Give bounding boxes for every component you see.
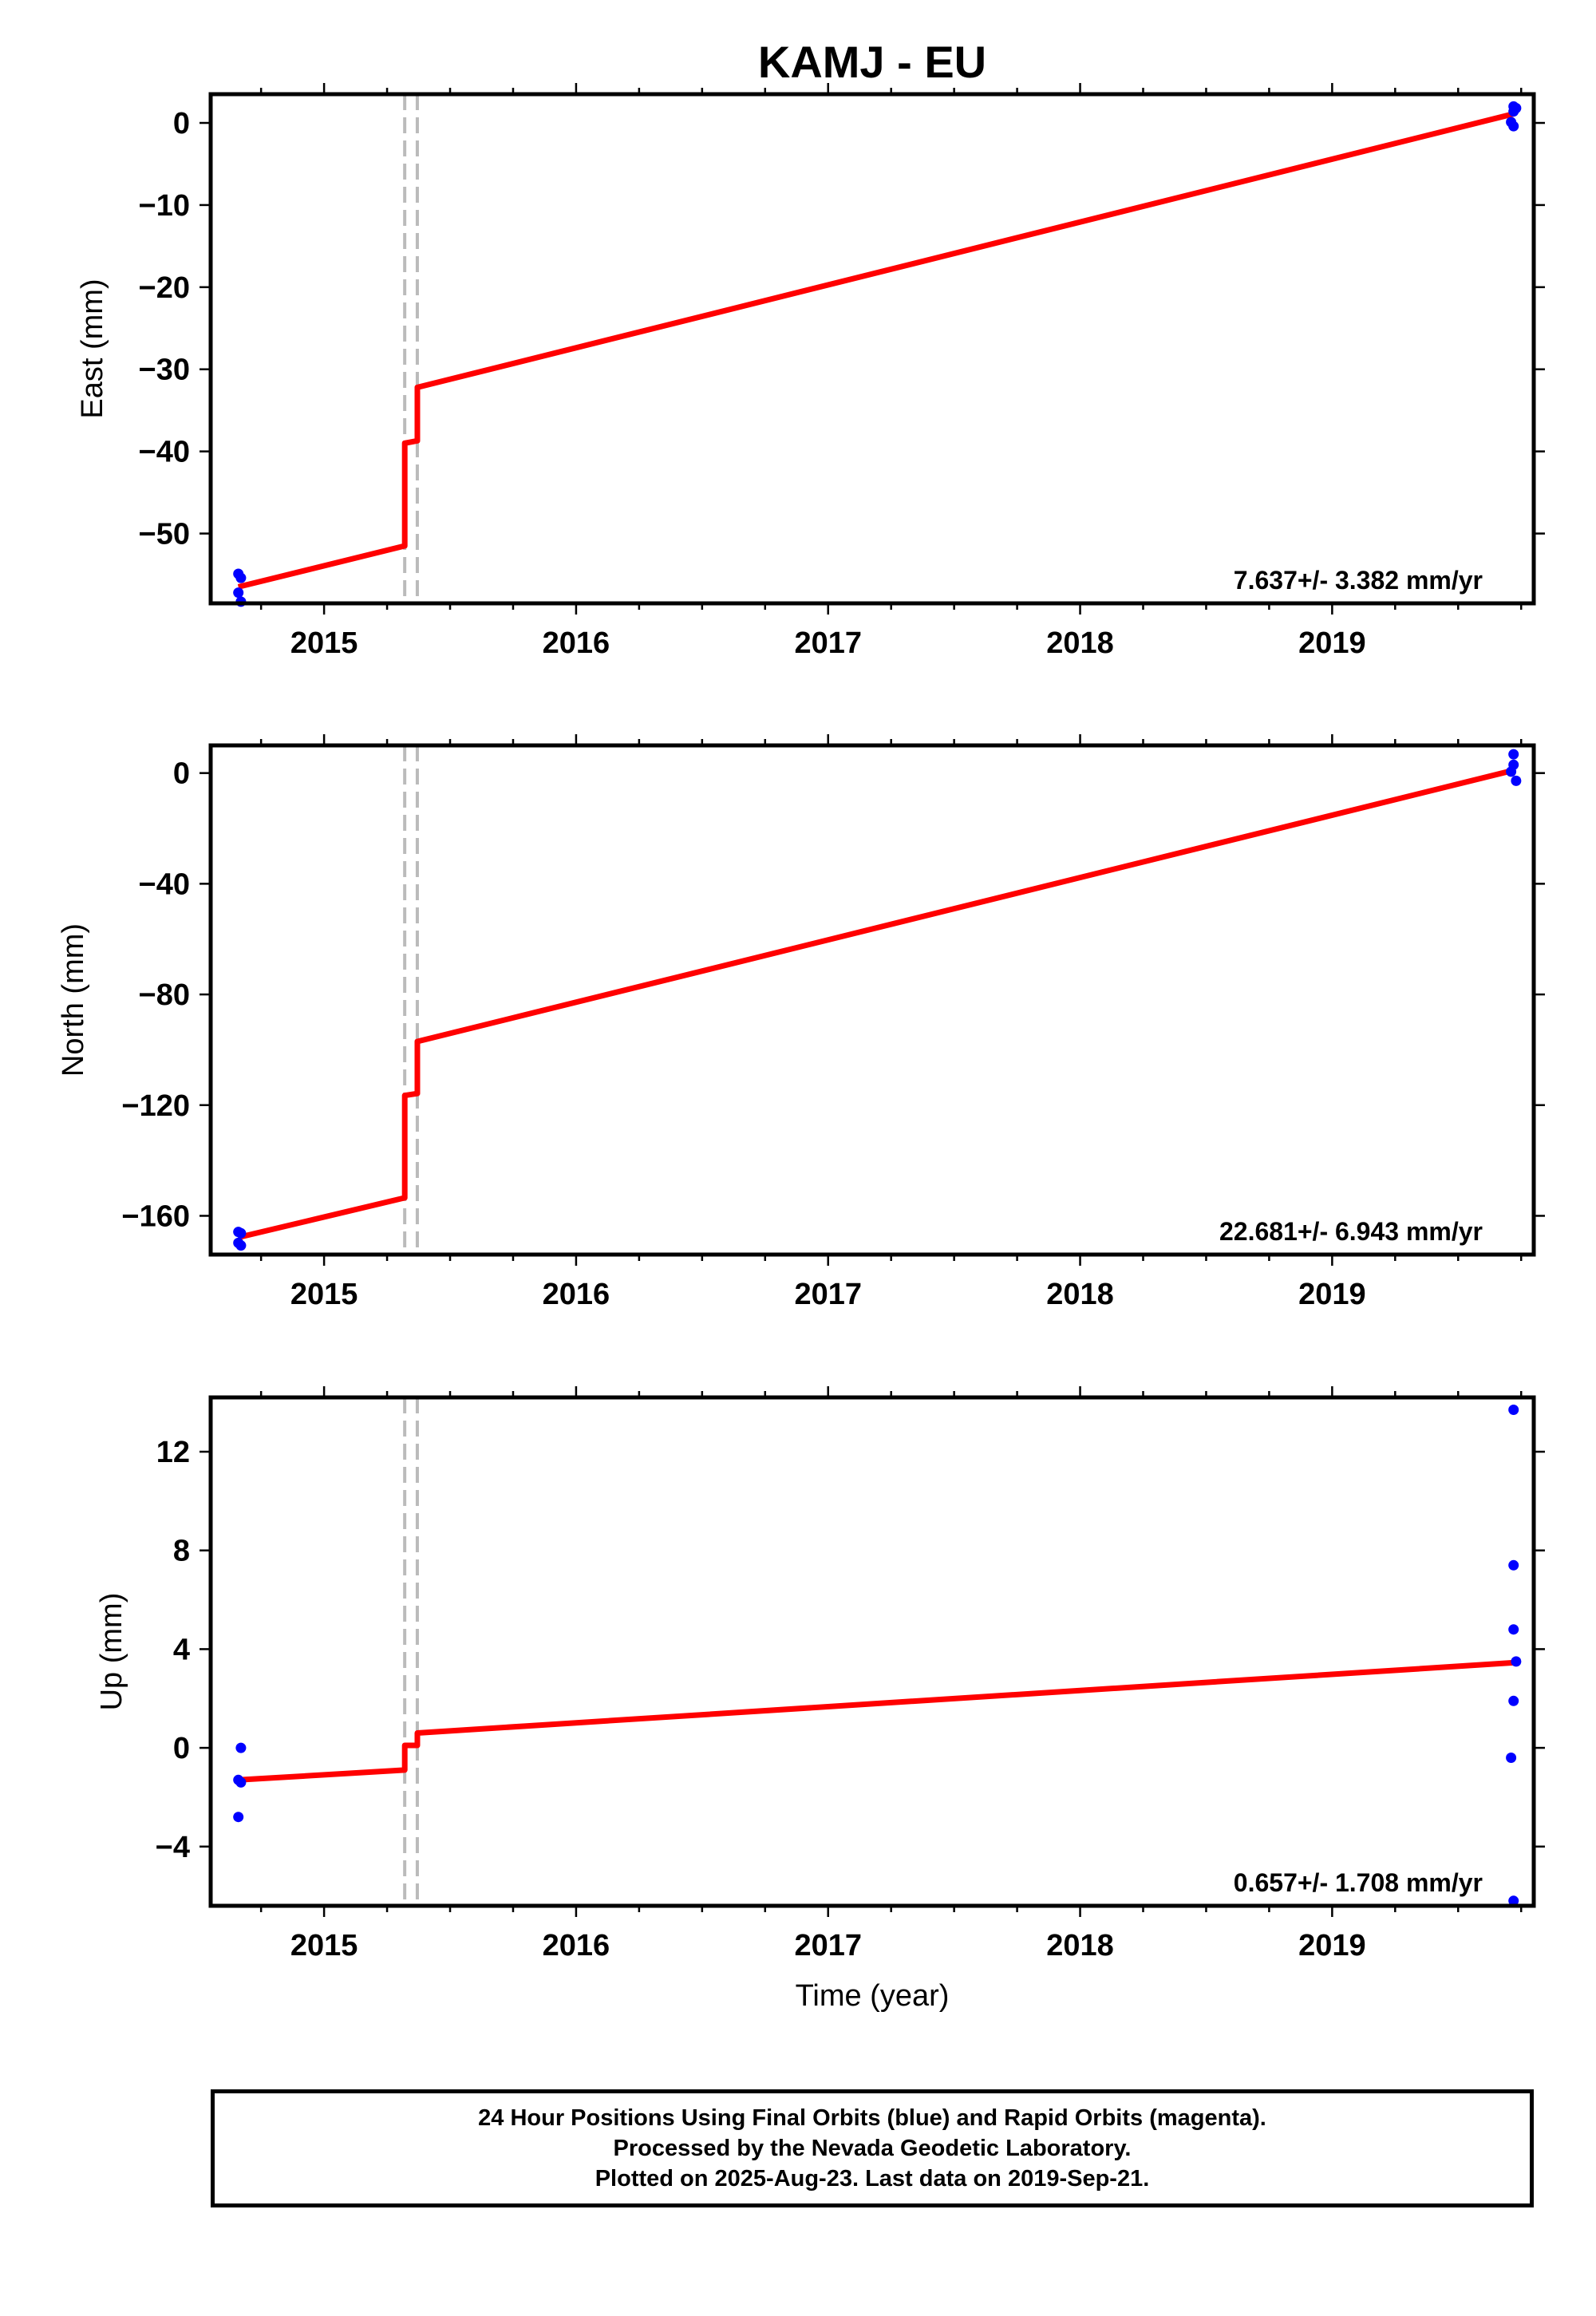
north-y-tick-label: −160 — [121, 1199, 190, 1233]
north-data-point — [235, 1227, 247, 1239]
north-plot-frame — [208, 743, 1536, 1257]
up-y-axis-label: Up (mm) — [95, 1593, 128, 1711]
north-y-tick-label: −40 — [139, 868, 190, 901]
figure-title: KAMJ - EU — [758, 37, 986, 87]
east-x-tick-label: 2016 — [543, 626, 610, 660]
east-y-tick-label: −20 — [139, 271, 190, 305]
footer-line-processed: Processed by the Nevada Geodetic Laborat… — [613, 2136, 1132, 2161]
north-data-point — [1511, 775, 1522, 786]
up-x-tick-label: 2016 — [543, 1929, 610, 1962]
north-panel: 2015 2016 2017 2018 2019 0 −40 −80 −120 −160 North… — [57, 734, 1545, 1311]
east-y-tick-label: −10 — [139, 189, 190, 223]
up-x-tick-label: 2018 — [1046, 1929, 1114, 1962]
north-y-tick-label: −120 — [121, 1089, 190, 1123]
up-data-point — [235, 1742, 247, 1753]
north-data-point — [1508, 749, 1519, 760]
up-plot-frame — [208, 1395, 1536, 1908]
up-model-line — [238, 1659, 1514, 1783]
north-data-point — [1506, 766, 1517, 777]
east-x-tick-label: 2017 — [794, 626, 862, 660]
up-y-tick-label: 0 — [173, 1732, 190, 1765]
east-plot-frame — [208, 92, 1536, 606]
up-data-point — [1506, 1753, 1517, 1763]
north-y-axis-label: North (mm) — [57, 923, 90, 1077]
footer-line-plotted: Plotted on 2025-Aug-23. Last data on 201… — [595, 2166, 1150, 2192]
east-y-tick-label: −40 — [139, 436, 190, 469]
east-x-tick-label: 2019 — [1298, 626, 1366, 660]
east-data-point — [1508, 121, 1519, 132]
east-y-tick-label: 0 — [173, 107, 190, 140]
up-data-point — [233, 1812, 244, 1823]
up-y-tick-label: −4 — [156, 1831, 190, 1864]
east-data-point — [233, 587, 244, 599]
up-data-point — [1508, 1559, 1519, 1571]
east-y-tick-label: −30 — [139, 354, 190, 387]
up-data-point — [1508, 1405, 1519, 1415]
up-y-tick-label: 12 — [156, 1436, 190, 1469]
up-data-point — [235, 1777, 247, 1788]
north-x-tick-label: 2017 — [794, 1278, 862, 1311]
east-data-point — [235, 572, 247, 583]
north-x-tick-label: 2016 — [543, 1278, 610, 1311]
east-y-tick-label: −50 — [139, 518, 190, 551]
footer-line-orbits: 24 Hour Positions Using Final Orbits (bl… — [478, 2105, 1266, 2131]
up-x-tick-label: 2015 — [290, 1929, 358, 1962]
east-panel: 2015 2016 2017 2018 2019 0 −10 −20 −30 −40 −50 East… — [76, 83, 1545, 660]
up-data-point — [1508, 1895, 1519, 1907]
up-rate-label: 0.657+/- 1.708 mm/yr — [1234, 1868, 1483, 1897]
north-x-tick-label: 2019 — [1298, 1278, 1366, 1311]
up-data-point — [1511, 1656, 1522, 1667]
north-y-tick-label: 0 — [173, 757, 190, 791]
north-data-point — [235, 1240, 247, 1251]
north-x-tick-label: 2018 — [1046, 1278, 1114, 1311]
east-x-tick-label: 2015 — [290, 626, 358, 660]
up-panel: 2015 2016 2017 2018 2019 12 8 4 0 −4 Up (mm) 0.657+… — [95, 1386, 1545, 1962]
north-model-line — [237, 767, 1515, 1240]
east-rate-label: 7.637+/- 3.382 mm/yr — [1234, 566, 1483, 595]
up-y-tick-label: 4 — [173, 1633, 190, 1666]
east-x-tick-label: 2018 — [1046, 626, 1114, 660]
north-x-tick-label: 2015 — [290, 1278, 358, 1311]
north-y-tick-label: −80 — [139, 978, 190, 1012]
east-y-axis-label: East (mm) — [76, 279, 109, 418]
footer-info-box: 24 Hour Positions Using Final Orbits (bl… — [211, 2089, 1534, 2207]
up-x-tick-label: 2017 — [794, 1929, 862, 1962]
east-data-point — [1511, 103, 1522, 113]
up-data-point — [1508, 1624, 1519, 1635]
up-y-tick-label: 8 — [173, 1535, 190, 1568]
north-rate-label: 22.681+/- 6.943 mm/yr — [1219, 1217, 1483, 1246]
up-x-tick-label: 2019 — [1298, 1929, 1366, 1962]
east-model-line — [237, 111, 1515, 590]
x-axis-label: Time (year) — [796, 1979, 950, 2013]
up-data-point — [1508, 1695, 1519, 1706]
